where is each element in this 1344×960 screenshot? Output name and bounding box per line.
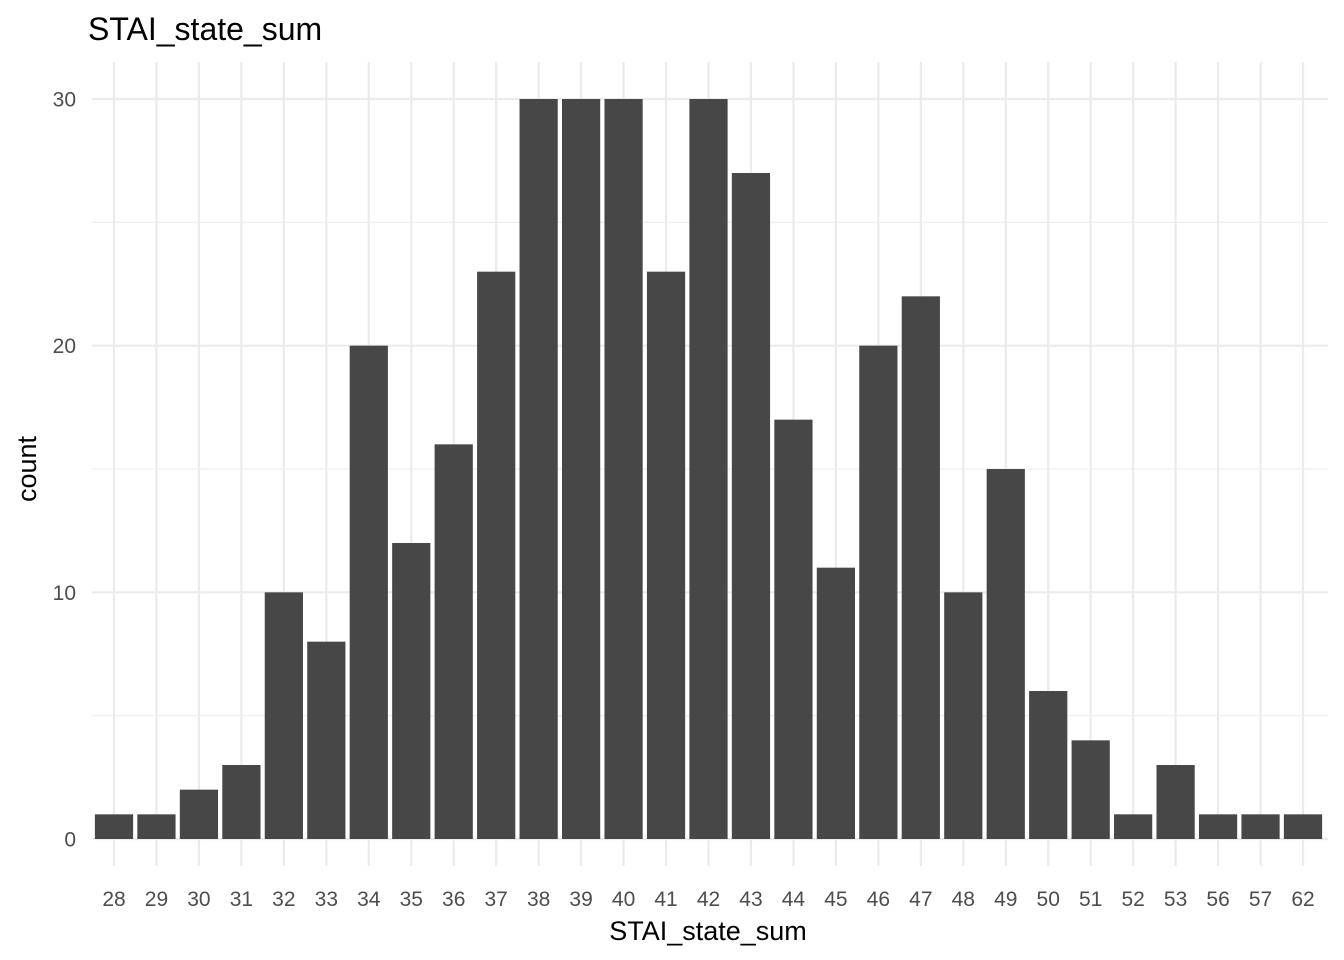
bar-29 — [137, 814, 176, 839]
bar-47 — [901, 296, 940, 839]
bar-28 — [94, 814, 134, 839]
bar-41 — [646, 271, 686, 840]
x-tick-label: 38 — [527, 888, 550, 911]
bar-53 — [1156, 765, 1195, 839]
x-tick-label: 28 — [102, 888, 125, 911]
bar-39 — [561, 99, 601, 839]
x-tick-label: 44 — [782, 888, 806, 911]
bar-30 — [179, 789, 219, 839]
bar-52 — [1114, 814, 1153, 839]
bar-56 — [1198, 814, 1238, 839]
bar-44 — [774, 419, 813, 839]
bar-45 — [816, 567, 856, 839]
x-tick-label: 53 — [1164, 888, 1187, 911]
x-tick-label: 32 — [272, 888, 295, 911]
bar-40 — [604, 99, 643, 839]
bar-32 — [264, 592, 303, 839]
bar-57 — [1241, 814, 1280, 839]
x-axis-title: STAI_state_sum — [609, 916, 807, 946]
x-tick-label: 52 — [1121, 888, 1144, 911]
chart-title: STAI_state_sum — [88, 11, 322, 47]
bar-33 — [307, 641, 346, 839]
x-tick-label: 29 — [145, 888, 168, 911]
bar-35 — [392, 543, 431, 839]
x-tick-label: 51 — [1079, 888, 1102, 911]
y-tick-label: 30 — [53, 89, 76, 112]
x-tick-label: 35 — [400, 888, 423, 911]
x-tick-label: 30 — [187, 888, 210, 911]
y-tick-labels: 0 10 20 30 — [53, 89, 76, 852]
x-tick-label: 48 — [952, 888, 975, 911]
bar-48 — [944, 592, 983, 839]
x-tick-label: 39 — [569, 888, 592, 911]
bar-49 — [986, 469, 1025, 839]
x-tick-labels: 28 29 30 31 32 33 34 35 36 37 38 39 40 41 42 43 44 45 46 47… — [102, 888, 1314, 911]
x-tick-label: 36 — [442, 888, 465, 911]
x-tick-label: 56 — [1206, 888, 1229, 911]
x-tick-label: 40 — [612, 888, 635, 911]
bar-43 — [731, 173, 771, 839]
x-tick-label: 41 — [654, 888, 677, 911]
bar-37 — [477, 271, 516, 840]
x-tick-label: 34 — [357, 888, 381, 911]
bar-62 — [1283, 814, 1323, 839]
x-tick-label: 43 — [739, 888, 762, 911]
bar-31 — [222, 765, 261, 839]
y-axis-title: count — [12, 435, 42, 502]
x-tick-label: 42 — [697, 888, 720, 911]
x-tick-label: 49 — [994, 888, 1017, 911]
x-tick-label: 31 — [230, 888, 253, 911]
bar-38 — [519, 99, 558, 839]
bar-36 — [434, 444, 473, 839]
y-tick-label: 0 — [64, 829, 76, 852]
bars-layer — [94, 99, 1323, 840]
bar-46 — [859, 345, 898, 839]
x-tick-label: 33 — [315, 888, 338, 911]
bar-51 — [1071, 740, 1110, 839]
x-tick-label: 37 — [484, 888, 507, 911]
x-tick-label: 57 — [1249, 888, 1272, 911]
x-tick-label: 62 — [1291, 888, 1314, 911]
bar-50 — [1029, 691, 1068, 839]
y-tick-label: 10 — [53, 582, 76, 605]
bar-34 — [349, 345, 388, 839]
bar-42 — [689, 99, 728, 839]
x-tick-label: 46 — [867, 888, 890, 911]
x-tick-label: 47 — [909, 888, 932, 911]
y-tick-label: 20 — [53, 335, 76, 358]
x-tick-label: 50 — [1037, 888, 1060, 911]
x-tick-label: 45 — [824, 888, 847, 911]
